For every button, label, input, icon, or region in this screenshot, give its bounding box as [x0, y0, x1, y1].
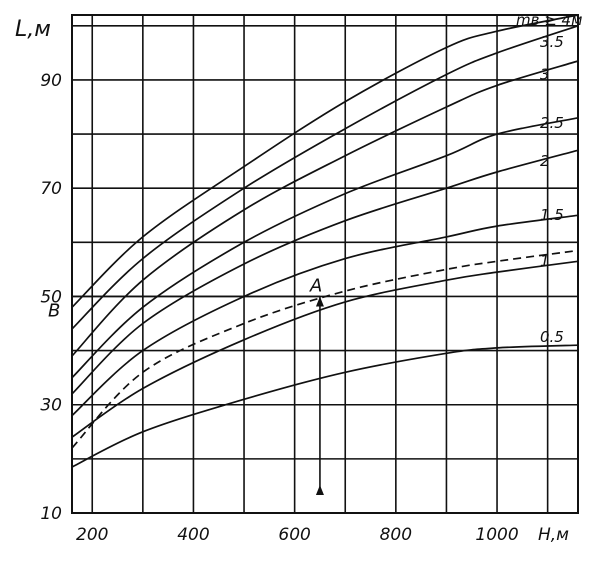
- x-tick-label: 400: [177, 525, 209, 545]
- curve-1.5: [71, 214, 579, 417]
- curve-2.5: [71, 116, 579, 379]
- y-tick-label: 30: [40, 396, 62, 416]
- arrowhead-bottom: [315, 485, 324, 495]
- series-label: mв ≥ 4м: [516, 11, 582, 29]
- x-tick-label: 800: [380, 525, 412, 545]
- series-label: 3: [540, 65, 550, 83]
- series-label: 2.5: [540, 114, 564, 132]
- x-tick-label: 200: [76, 525, 108, 545]
- curve-1: [71, 260, 579, 438]
- y-tick-label: 50: [40, 287, 62, 307]
- plot-frame: [71, 14, 579, 514]
- x-tick-label: 1000: [475, 525, 518, 545]
- curve-3: [71, 60, 579, 357]
- series-label: 3.5: [540, 33, 564, 51]
- curve-4: [71, 14, 579, 308]
- y-tick-label: 10: [40, 504, 62, 524]
- curve-dashed: [71, 249, 579, 449]
- y-tick-label: 90: [40, 71, 62, 91]
- annotation-a: A: [309, 275, 322, 296]
- arrowhead-a: [315, 296, 324, 307]
- series-label: 0.5: [540, 328, 564, 346]
- curve-0.5: [71, 344, 579, 468]
- curve-2: [71, 149, 579, 395]
- series-label: 1.5: [540, 206, 564, 224]
- curve-3.5: [71, 24, 579, 330]
- curves: [71, 14, 579, 468]
- labels: 200 400 600 800 1000 10 30 50 70 90 0.5 1 1.5 2 2.5 3 3.…: [40, 11, 582, 545]
- x-axis-label: H,м: [538, 525, 569, 545]
- series-label: 2: [540, 152, 550, 170]
- annotation-b: B: [48, 300, 60, 321]
- y-axis-label: L,м: [15, 17, 51, 42]
- series-label: 1: [540, 252, 550, 270]
- y-tick-label: 70: [40, 179, 62, 199]
- x-tick-label: 600: [278, 525, 310, 545]
